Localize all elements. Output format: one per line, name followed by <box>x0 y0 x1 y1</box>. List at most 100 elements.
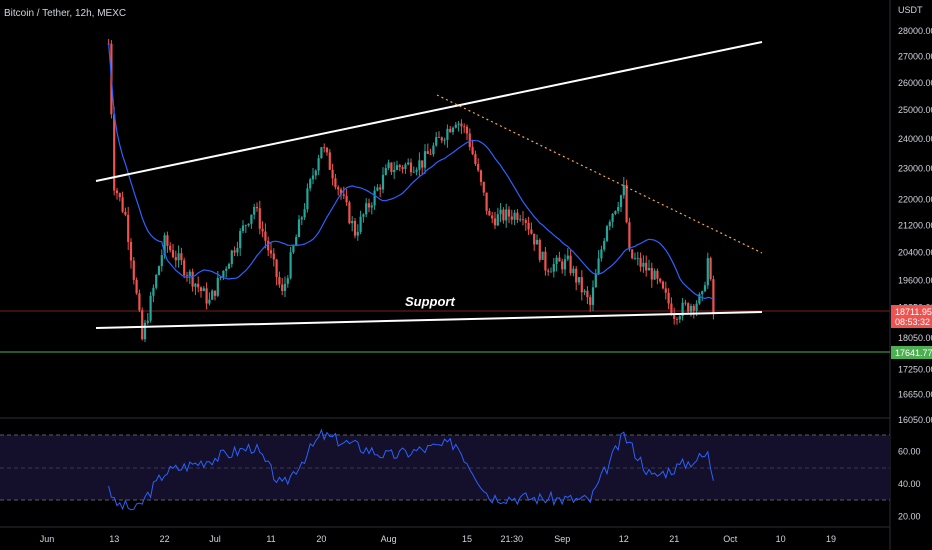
candle-body <box>622 184 625 196</box>
candle-body <box>482 181 485 193</box>
candle-body <box>367 203 371 208</box>
candle-body <box>519 219 522 221</box>
candle-body <box>631 249 634 259</box>
candle-body <box>639 257 642 267</box>
candle-body <box>306 188 309 210</box>
candle-body <box>645 262 648 271</box>
candle-body <box>673 314 676 319</box>
price-tick-label: 21200.00 <box>898 221 932 231</box>
candle-body <box>286 278 289 284</box>
candle-body <box>272 253 275 260</box>
moving-average-line <box>108 43 714 301</box>
currency-label: USDT <box>898 5 923 15</box>
price-tick-label: 20400.00 <box>898 247 932 257</box>
candle-body <box>437 137 441 138</box>
candle-body <box>213 290 217 296</box>
candle-body <box>194 283 197 287</box>
candle-body <box>255 206 259 209</box>
price-tick-label: 17250.00 <box>898 365 932 375</box>
candle-body <box>563 259 567 270</box>
resistance-dotted-line[interactable] <box>436 94 763 254</box>
candle-body <box>580 277 583 293</box>
candle-body <box>572 268 575 274</box>
candle-body <box>460 123 463 127</box>
candle-body <box>325 147 329 153</box>
candle-body <box>379 187 382 190</box>
candle-body <box>454 124 457 128</box>
candle-body <box>684 302 687 304</box>
candle-body <box>160 255 163 267</box>
candle-body <box>446 128 449 140</box>
candle-body <box>208 299 211 304</box>
candle-body <box>583 290 586 293</box>
candle-body <box>115 190 119 194</box>
candle-body <box>507 209 511 217</box>
candle-body <box>390 162 393 172</box>
candle-body <box>132 260 135 280</box>
candle-body <box>216 278 219 296</box>
candle-body <box>409 162 413 173</box>
time-tick-label: 21 <box>669 534 679 544</box>
candle-body <box>337 187 340 190</box>
candle-body <box>591 287 595 305</box>
candle-body <box>233 250 236 253</box>
level-price-tag <box>891 346 932 359</box>
candle-body <box>642 262 645 267</box>
candle-body <box>250 214 253 224</box>
candle-body <box>650 267 653 280</box>
candle-body <box>297 219 301 237</box>
candle-body <box>365 203 368 215</box>
current-price-tag <box>891 305 932 328</box>
current-price-countdown: 08:53:32 <box>895 317 930 327</box>
price-tick-label: 16050.00 <box>898 415 932 425</box>
candle-body <box>670 303 673 315</box>
upper-trendline[interactable] <box>95 41 763 182</box>
candle-body <box>617 206 620 212</box>
candle-body <box>661 281 665 289</box>
candle-body <box>373 190 376 206</box>
candle-body <box>180 253 183 261</box>
candle-body <box>659 278 662 282</box>
candle-body <box>527 222 530 230</box>
time-tick-label: 11 <box>266 534 275 544</box>
rsi-tick-label: 60.00 <box>898 446 921 456</box>
candle-body <box>334 178 337 188</box>
candle-body <box>320 147 323 159</box>
candle-body <box>323 147 326 149</box>
candle-body <box>544 251 547 271</box>
candle-body <box>516 212 519 220</box>
candle-body <box>547 270 550 272</box>
candle-body <box>401 167 404 169</box>
candle-body <box>387 162 390 169</box>
candle-body <box>292 245 295 253</box>
price-tick-label: 18050.00 <box>898 333 932 343</box>
candle-body <box>113 114 116 191</box>
candle-body <box>278 277 281 285</box>
candle-body <box>258 208 261 229</box>
candle-body <box>300 217 303 220</box>
candle-body <box>435 137 438 146</box>
candle-body <box>362 214 365 217</box>
price-tick-label: 27000.00 <box>898 51 932 61</box>
rsi-tick-label: 40.00 <box>898 479 921 489</box>
support-trendline[interactable] <box>95 311 763 329</box>
candle-body <box>149 295 152 321</box>
candle-body <box>404 164 407 169</box>
time-tick-label: Oct <box>723 534 738 544</box>
candle-body <box>219 276 222 279</box>
candle-body <box>709 258 712 280</box>
price-tick-label: 24000.00 <box>898 134 932 144</box>
rsi-tick-label: 20.00 <box>898 511 921 521</box>
candle-body <box>449 128 452 133</box>
candle-body <box>611 213 614 222</box>
candle-body <box>261 228 264 232</box>
candle-body <box>681 302 684 317</box>
candle-body <box>407 162 410 165</box>
candle-body <box>309 179 312 189</box>
level-price-value: 17641.77 <box>895 348 932 358</box>
time-tick-label: Aug <box>381 534 397 544</box>
candle-body <box>222 270 225 277</box>
candle-body <box>152 287 155 296</box>
candle-body <box>499 209 502 215</box>
